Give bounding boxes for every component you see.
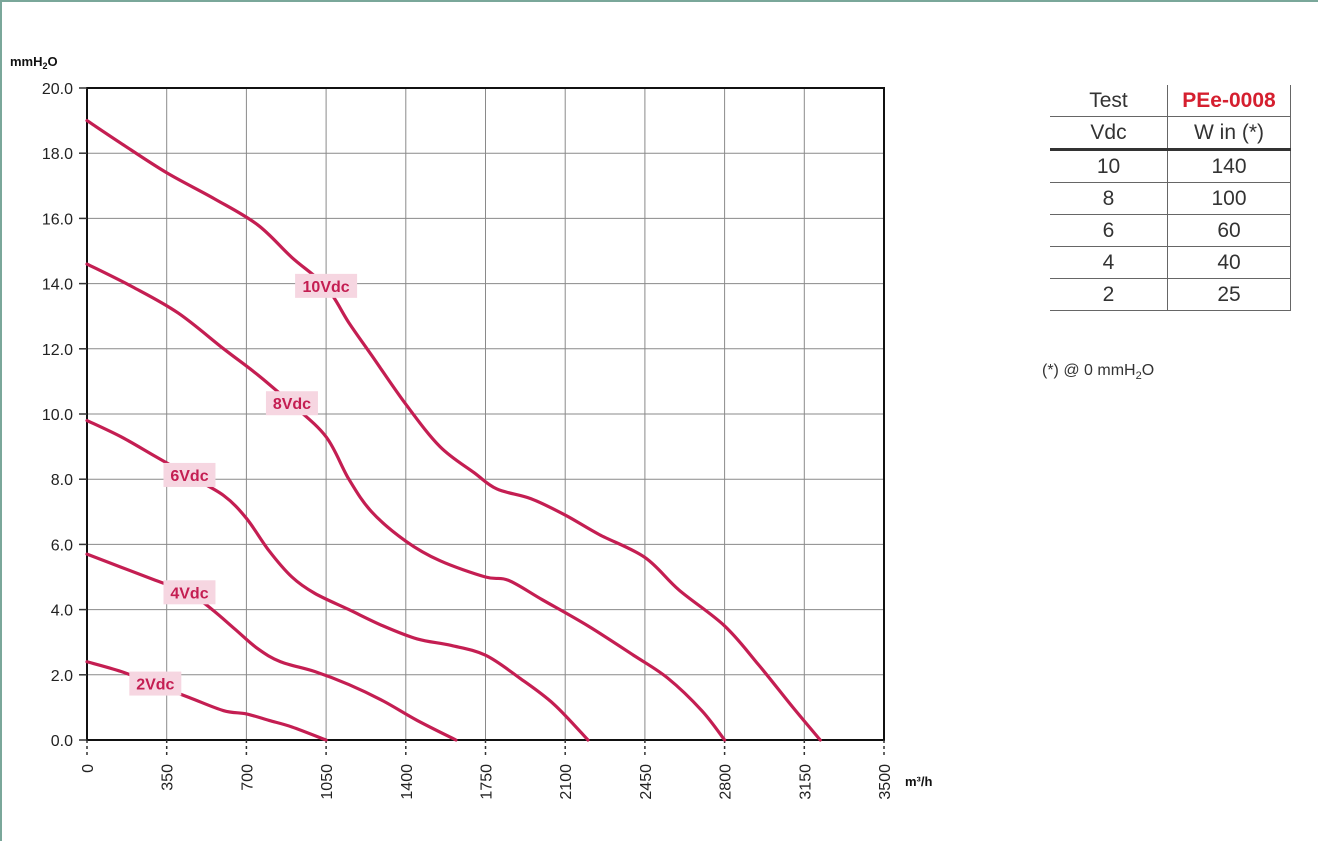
table-subheader-row: Vdc W in (*) [1050, 116, 1291, 151]
table-cell-vdc: 2 [1050, 278, 1168, 311]
y-tick-label: 16.0 [42, 211, 73, 228]
table-cell-vdc: 8 [1050, 182, 1168, 215]
curve-10vdc [85, 119, 822, 742]
x-tick-label: 1750 [479, 764, 496, 800]
table-cell-watts: 40 [1167, 246, 1291, 279]
x-tick-label: 700 [239, 764, 256, 791]
curve-label-4vdc: 4Vdc [163, 580, 216, 605]
curve-label-bg [265, 391, 318, 416]
footnote-subscript: 2 [1135, 370, 1142, 383]
curve-label-8vdc: 8Vdc [265, 391, 318, 416]
curve-label-text: 2Vdc [136, 677, 174, 694]
axis-ticks: 0 350 700 1050 1400 1750 2100 2450 2800 3150 3500 0… [42, 81, 894, 800]
x-axis-label: m³/h [905, 774, 933, 789]
table-header-test: Test [1050, 85, 1168, 117]
curve-label-bg [163, 462, 216, 487]
x-tick-label: 2800 [718, 764, 735, 800]
table-row: 4 40 [1050, 246, 1291, 279]
curve-4vdc [85, 552, 458, 742]
x-tick-label: 1050 [319, 764, 336, 800]
curve-label-text: 6Vdc [170, 468, 208, 485]
table-header-row: Test PEe-0008 [1050, 85, 1291, 117]
table-cell-vdc: 4 [1050, 246, 1168, 279]
table-cell-vdc: 6 [1050, 214, 1168, 247]
curve-label-bg [129, 671, 182, 696]
table-cell-vdc: 10 [1050, 149, 1168, 183]
table-cell-watts: 100 [1167, 182, 1291, 215]
x-tick-label: 3500 [877, 764, 894, 800]
curve-label-6vdc: 6Vdc [163, 462, 216, 487]
table-subheader-win: W in (*) [1167, 116, 1291, 151]
x-tick-label: 350 [160, 764, 177, 791]
x-tick-label: 2450 [638, 764, 655, 800]
table-row: 10 140 [1050, 149, 1291, 183]
table-footnote: (*) @ 0 mmH2O [1042, 362, 1154, 382]
curve-label-text: 4Vdc [170, 585, 208, 602]
power-table: Test PEe-0008 Vdc W in (*) 10 140 8 100 … [1050, 85, 1291, 311]
y-tick-label: 10.0 [42, 407, 73, 424]
table-cell-watts: 25 [1167, 278, 1291, 311]
curve-8vdc [85, 262, 727, 742]
x-tick-label: 3150 [797, 764, 814, 800]
footnote-prefix: (*) @ 0 mmH [1042, 362, 1136, 379]
y-tick-label: 6.0 [51, 537, 73, 554]
curve-label-text: 8Vdc [273, 396, 311, 413]
y-tick-label: 4.0 [51, 603, 73, 620]
y-tick-label: 14.0 [42, 277, 73, 294]
x-tick-label: 0 [80, 764, 97, 773]
y-tick-label: 20.0 [42, 81, 73, 98]
x-tick-label: 2100 [558, 764, 575, 800]
y-tick-label: 2.0 [51, 668, 73, 685]
table-cell-watts: 60 [1167, 214, 1291, 247]
x-tick-label: 1400 [399, 764, 416, 800]
table-cell-watts: 140 [1167, 149, 1291, 183]
curve-label-10vdc: 10Vdc [295, 273, 358, 298]
curve-label-2vdc: 2Vdc [129, 671, 182, 696]
curve-label-bg [295, 273, 358, 298]
y-axis-label: mmH2O [10, 54, 58, 71]
y-tick-label: 8.0 [51, 472, 73, 489]
y-tick-label: 0.0 [51, 733, 73, 750]
table-row: 8 100 [1050, 182, 1291, 215]
table-row: 6 60 [1050, 214, 1291, 247]
table-subheader-vdc: Vdc [1050, 116, 1168, 151]
curve-2vdc [85, 660, 328, 742]
footnote-suffix: O [1141, 362, 1155, 379]
y-tick-label: 18.0 [42, 146, 73, 163]
curves [85, 119, 822, 742]
curve-label-text: 10Vdc [303, 279, 350, 296]
table-header-model: PEe-0008 [1167, 85, 1291, 117]
curve-labels: 10Vdc 8Vdc 6Vdc 4Vdc 2Vdc [129, 273, 358, 696]
grid [86, 87, 885, 741]
table-row: 2 25 [1050, 278, 1291, 311]
curve-label-bg [163, 580, 216, 605]
y-tick-label: 12.0 [42, 342, 73, 359]
